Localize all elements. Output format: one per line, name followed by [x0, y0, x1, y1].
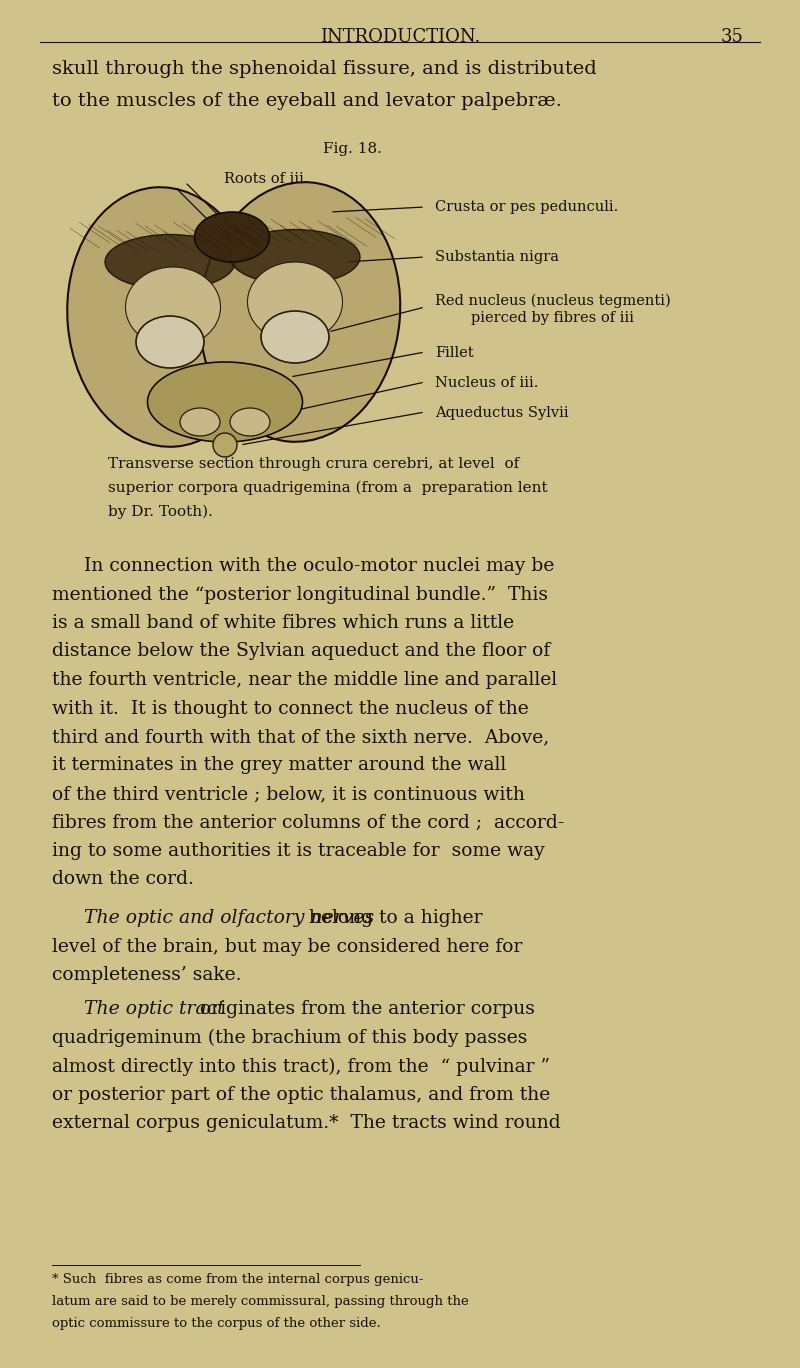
- Text: INTRODUCTION.: INTRODUCTION.: [320, 27, 480, 47]
- Text: optic commissure to the corpus of the other side.: optic commissure to the corpus of the ot…: [52, 1317, 381, 1330]
- Ellipse shape: [230, 408, 270, 436]
- Text: Transverse section through crura cerebri, at level  of: Transverse section through crura cerebri…: [108, 457, 519, 471]
- Text: it terminates in the grey matter around the wall: it terminates in the grey matter around …: [52, 757, 506, 774]
- Text: with it.  It is thought to connect the nucleus of the: with it. It is thought to connect the nu…: [52, 699, 529, 717]
- Circle shape: [213, 434, 237, 457]
- Text: down the cord.: down the cord.: [52, 870, 194, 888]
- Text: mentioned the “posterior longitudinal bundle.”  This: mentioned the “posterior longitudinal bu…: [52, 586, 548, 603]
- Text: almost directly into this tract), from the  “ pulvinar ”: almost directly into this tract), from t…: [52, 1057, 550, 1075]
- Text: level of the brain, but may be considered here for: level of the brain, but may be considere…: [52, 937, 522, 955]
- Text: is a small band of white fibres which runs a little: is a small band of white fibres which ru…: [52, 614, 514, 632]
- Text: skull through the sphenoidal fissure, and is distributed: skull through the sphenoidal fissure, an…: [52, 60, 597, 78]
- Text: superior corpora quadrigemina (from a  preparation lent: superior corpora quadrigemina (from a pr…: [108, 482, 548, 495]
- Text: Aqueductus Sylvii: Aqueductus Sylvii: [435, 406, 569, 420]
- Text: Crusta or pes pedunculi.: Crusta or pes pedunculi.: [435, 200, 618, 213]
- Ellipse shape: [126, 267, 221, 347]
- Ellipse shape: [247, 263, 342, 342]
- Text: The optic and olfactory nerves: The optic and olfactory nerves: [84, 908, 374, 928]
- Ellipse shape: [194, 212, 270, 263]
- Text: the fourth ventricle, near the middle line and parallel: the fourth ventricle, near the middle li…: [52, 670, 557, 689]
- Text: Fillet: Fillet: [435, 346, 474, 360]
- Ellipse shape: [67, 187, 262, 447]
- Ellipse shape: [261, 311, 329, 363]
- Text: fibres from the anterior columns of the cord ;  accord-: fibres from the anterior columns of the …: [52, 814, 564, 832]
- Text: * Such  fibres as come from the internal corpus genicu-: * Such fibres as come from the internal …: [52, 1274, 423, 1286]
- Ellipse shape: [136, 316, 204, 368]
- Text: Substantia nigra: Substantia nigra: [435, 250, 559, 264]
- Text: by Dr. Tooth).: by Dr. Tooth).: [108, 505, 213, 520]
- Text: Fig. 18.: Fig. 18.: [322, 142, 382, 156]
- Text: ing to some authorities it is traceable for  some way: ing to some authorities it is traceable …: [52, 841, 545, 860]
- Text: The optic tract: The optic tract: [84, 1000, 225, 1019]
- Text: quadrigeminum (the brachium of this body passes: quadrigeminum (the brachium of this body…: [52, 1029, 527, 1048]
- Text: of the third ventricle ; below, it is continuous with: of the third ventricle ; below, it is co…: [52, 785, 525, 803]
- Text: Nucleus of iii.: Nucleus of iii.: [435, 376, 538, 390]
- Text: In connection with the oculo-motor nuclei may be: In connection with the oculo-motor nucle…: [84, 557, 554, 575]
- Text: external corpus geniculatum.*  The tracts wind round: external corpus geniculatum.* The tracts…: [52, 1115, 561, 1133]
- Text: or posterior part of the optic thalamus, and from the: or posterior part of the optic thalamus,…: [52, 1086, 550, 1104]
- Text: completeness’ sake.: completeness’ sake.: [52, 966, 242, 984]
- Text: belong to a higher: belong to a higher: [303, 908, 482, 928]
- Text: Red nucleus (nucleus tegmenti)
pierced by fibres of iii: Red nucleus (nucleus tegmenti) pierced b…: [435, 294, 670, 324]
- Text: Roots of iii.: Roots of iii.: [224, 172, 309, 186]
- Ellipse shape: [105, 234, 235, 290]
- Ellipse shape: [230, 230, 360, 285]
- Text: distance below the Sylvian aqueduct and the floor of: distance below the Sylvian aqueduct and …: [52, 643, 550, 661]
- Text: originates from the anterior corpus: originates from the anterior corpus: [194, 1000, 534, 1019]
- Text: latum are said to be merely commissural, passing through the: latum are said to be merely commissural,…: [52, 1295, 469, 1308]
- Text: third and fourth with that of the sixth nerve.  Above,: third and fourth with that of the sixth …: [52, 728, 550, 746]
- Text: to the muscles of the eyeball and levator palpebræ.: to the muscles of the eyeball and levato…: [52, 92, 562, 109]
- Ellipse shape: [147, 363, 302, 442]
- Text: 35: 35: [721, 27, 744, 47]
- Ellipse shape: [180, 408, 220, 436]
- Ellipse shape: [200, 182, 400, 442]
